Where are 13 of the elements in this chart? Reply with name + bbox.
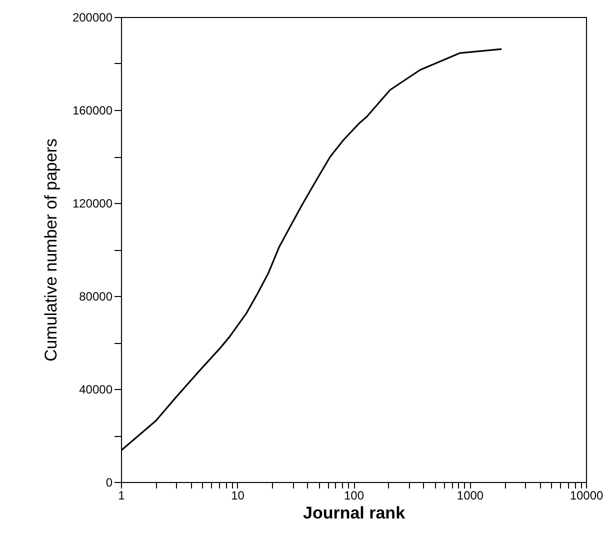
x-tick-label: 10 — [231, 488, 245, 502]
x-tick-label: 1 — [118, 488, 126, 502]
y-tick-label: 40000 — [79, 382, 113, 396]
x-tick-label: 10000 — [570, 488, 604, 502]
y-tick-label: 0 — [106, 476, 113, 490]
x-tick-label: 1000 — [456, 488, 484, 502]
y-tick-label: 120000 — [72, 196, 113, 210]
y-tick-label: 80000 — [79, 290, 113, 304]
x-tick-label: 100 — [344, 488, 364, 502]
y-tick-label: 200000 — [72, 10, 113, 24]
y-tick-label: 160000 — [72, 104, 113, 118]
y-axis-title: Cumulative number of papers — [41, 138, 60, 362]
x-axis-title: Journal rank — [302, 504, 406, 522]
